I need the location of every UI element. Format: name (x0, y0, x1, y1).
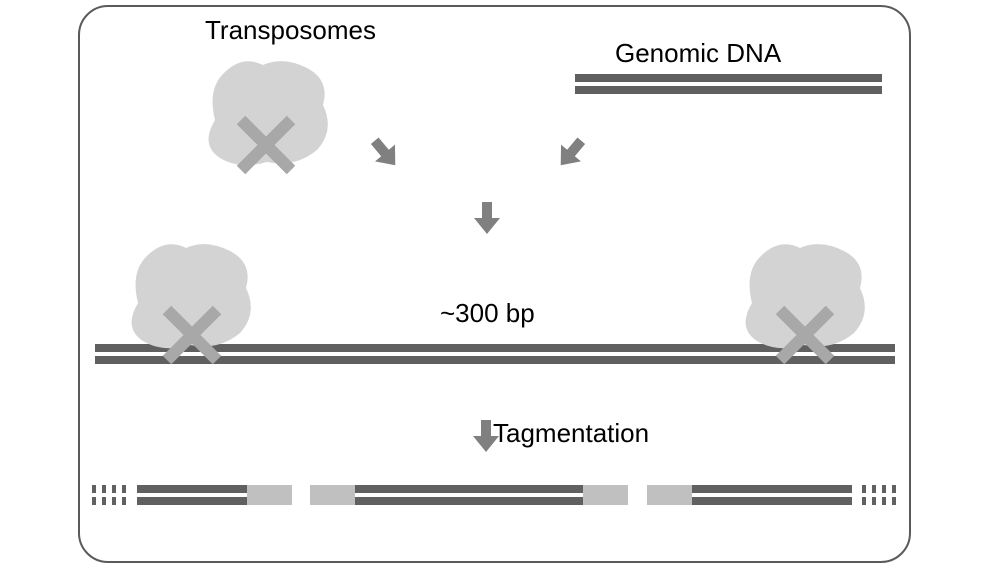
fragment-tick (862, 497, 866, 505)
fragment-tick (122, 497, 126, 505)
fragment-dark (355, 485, 583, 493)
arrow-down-left-icon (556, 135, 586, 171)
fragment-tick (92, 485, 96, 493)
fragment-light (247, 485, 292, 505)
x-mark-right (775, 305, 835, 365)
fragment-light (583, 485, 628, 505)
fragment-dark (137, 497, 247, 505)
fragment-tick (102, 497, 106, 505)
fragment-tick (102, 485, 106, 493)
arrow-tagmentation-icon (471, 418, 501, 454)
genomic-dna-strand-top (575, 74, 882, 82)
x-mark-left (162, 305, 222, 365)
genomic-dna-strand-bottom (575, 86, 882, 94)
fragment-tick (892, 485, 896, 493)
fragment-tick (112, 497, 116, 505)
label-bp: ~300 bp (440, 298, 535, 329)
arrow-down-mid-icon (472, 200, 502, 236)
label-tagmentation: Tagmentation (493, 418, 649, 449)
fragment-tick (872, 485, 876, 493)
fragment-tick (882, 485, 886, 493)
fragment-tick (92, 497, 96, 505)
x-mark-top (236, 115, 296, 175)
label-genomic-dna: Genomic DNA (615, 38, 781, 69)
fragment-tick (882, 497, 886, 505)
fragment-dark (692, 485, 852, 493)
fragment-dark (137, 485, 247, 493)
fragment-dark (355, 497, 583, 505)
fragment-light (647, 485, 692, 505)
fragment-tick (892, 497, 896, 505)
label-transposomes: Transposomes (205, 15, 376, 46)
fragment-tick (872, 497, 876, 505)
arrow-down-right-icon (370, 135, 400, 171)
fragment-dark (692, 497, 852, 505)
fragment-light (310, 485, 355, 505)
fragment-tick (112, 485, 116, 493)
fragment-tick (122, 485, 126, 493)
fragment-tick (862, 485, 866, 493)
